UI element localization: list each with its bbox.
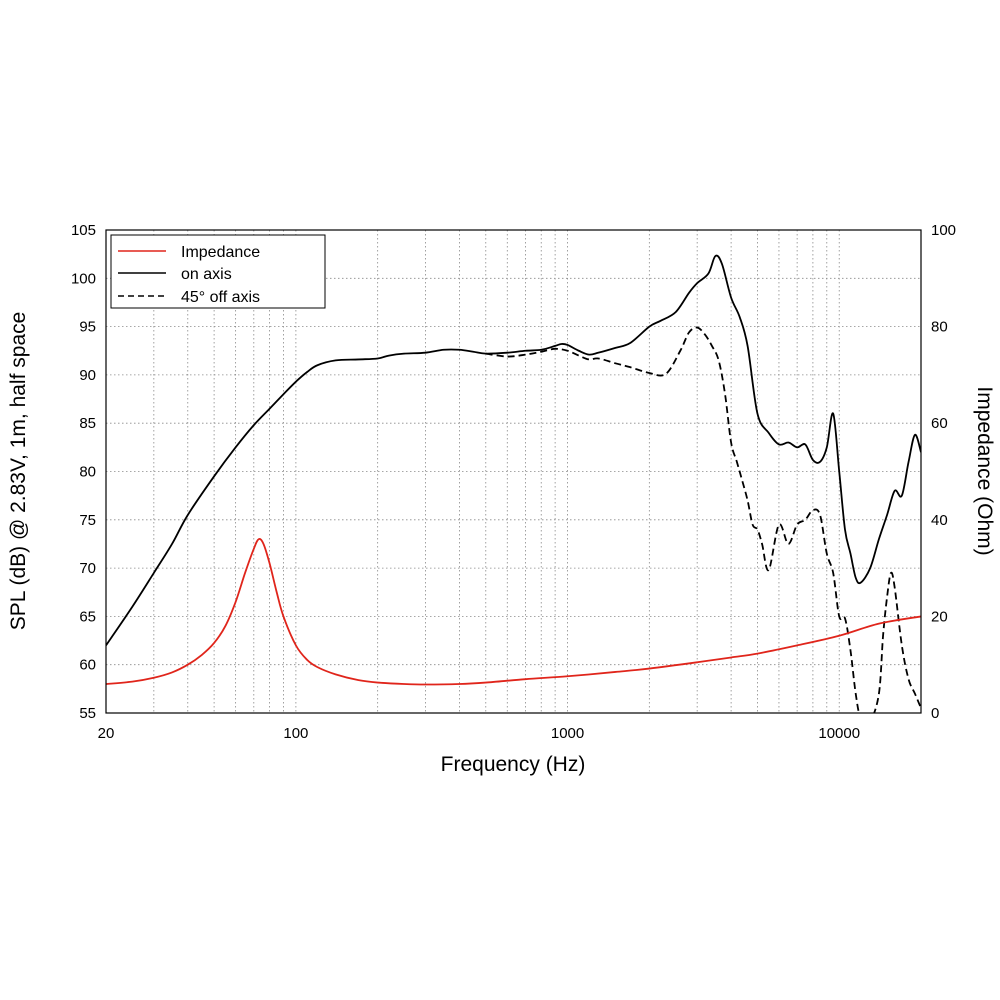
x-tick-labels: 20 100 1000 10000 [98,725,860,742]
legend-label-off-axis: 45° off axis [181,289,260,306]
y-left-tick-label: 65 [79,608,96,625]
y-left-tick-label: 95 [79,319,96,336]
y-right-tick-label: 60 [931,415,948,432]
series-impedance-line [106,538,921,686]
grid [106,230,921,713]
x-tick-label: 1000 [551,725,584,742]
legend-label-on-axis: on axis [181,266,232,283]
y-left-tick-label: 80 [79,464,96,481]
y-left-axis-label: SPL (dB) @ 2.83V, 1m, half space [7,312,30,631]
legend-box [110,234,326,309]
y-left-tick-label: 85 [79,415,96,432]
y-left-tick-labels: 55 60 65 70 75 80 85 90 95 100 105 [71,222,96,722]
series-on-axis-line [106,254,921,646]
y-right-tick-label: 40 [931,512,948,529]
y-right-axis-label: Impedance (Ohm) [973,386,996,555]
y-right-tick-labels: 0 20 40 60 80 100 [931,222,956,722]
x-axis-label: Frequency (Hz) [441,753,586,776]
x-tick-label: 100 [283,725,308,742]
y-left-tick-label: 100 [71,270,96,287]
x-tick-label: 10000 [818,725,860,742]
plot-frame [105,229,922,714]
y-left-tick-label: 55 [79,705,96,722]
legend-label-impedance: Impedance [181,244,260,261]
y-left-tick-label: 90 [79,367,96,384]
x-tick-label: 20 [98,725,115,742]
y-left-tick-label: 70 [79,560,96,577]
y-right-tick-label: 80 [931,319,948,336]
y-left-tick-label: 60 [79,657,96,674]
y-right-tick-label: 0 [931,705,939,722]
y-left-tick-label: 75 [79,512,96,529]
y-left-tick-label: 105 [71,222,96,239]
y-right-tick-label: 20 [931,608,948,625]
series-layer [106,254,921,713]
legend: Impedance on axis 45° off axis [110,234,326,309]
y-right-tick-label: 100 [931,222,956,239]
